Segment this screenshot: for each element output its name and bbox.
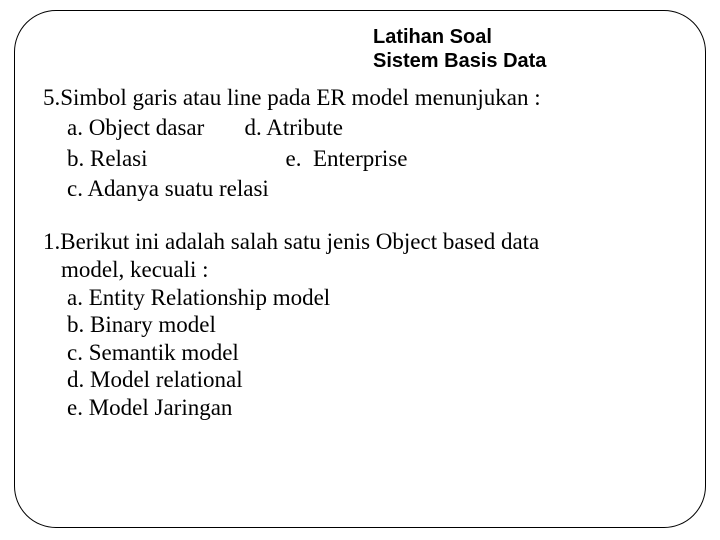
- q5-opt-d: d. Atribute: [245, 115, 343, 140]
- q5-row3: c. Adanya suatu relasi: [67, 174, 677, 204]
- q5-gap1: [204, 115, 244, 140]
- q5-options: a. Object dasar d. Atribute b. Relasi e.…: [43, 113, 677, 204]
- slide-frame: Latihan Soal Sistem Basis Data 5.Simbol …: [14, 10, 706, 528]
- question-5: 5.Simbol garis atau line pada ER model m…: [43, 83, 677, 204]
- q5-number: 5.: [43, 85, 60, 110]
- q5-row2: b. Relasi e. Enterprise: [67, 144, 677, 174]
- question-1: 1.Berikut ini adalah salah satu jenis Ob…: [43, 228, 677, 421]
- q5-gap2: [148, 146, 286, 171]
- header-line-2: Sistem Basis Data: [373, 49, 677, 73]
- q5-opt-c: c. Adanya suatu relasi: [67, 176, 269, 201]
- q5-opt-b: b. Relasi: [67, 146, 148, 171]
- q1-opt-c: c. Semantik model: [67, 339, 677, 367]
- q5-row1: a. Object dasar d. Atribute: [67, 113, 677, 143]
- q1-opt-e: e. Model Jaringan: [67, 394, 677, 422]
- q1-text-line2: model, kecuali :: [43, 256, 677, 284]
- q1-options: a. Entity Relationship model b. Binary m…: [43, 284, 677, 422]
- slide-header: Latihan Soal Sistem Basis Data: [373, 25, 677, 73]
- q1-number: 1.: [43, 229, 60, 254]
- q1-opt-b: b. Binary model: [67, 311, 677, 339]
- header-line-1: Latihan Soal: [373, 25, 677, 49]
- q5-opt-e: e. Enterprise: [286, 146, 408, 171]
- q5-opt-a: a. Object dasar: [67, 115, 204, 140]
- q5-text: Simbol garis atau line pada ER model men…: [60, 85, 540, 110]
- q1-opt-d: d. Model relational: [67, 366, 677, 394]
- q1-text-line1: Berikut ini adalah salah satu jenis Obje…: [60, 229, 539, 254]
- q1-opt-a: a. Entity Relationship model: [67, 284, 677, 312]
